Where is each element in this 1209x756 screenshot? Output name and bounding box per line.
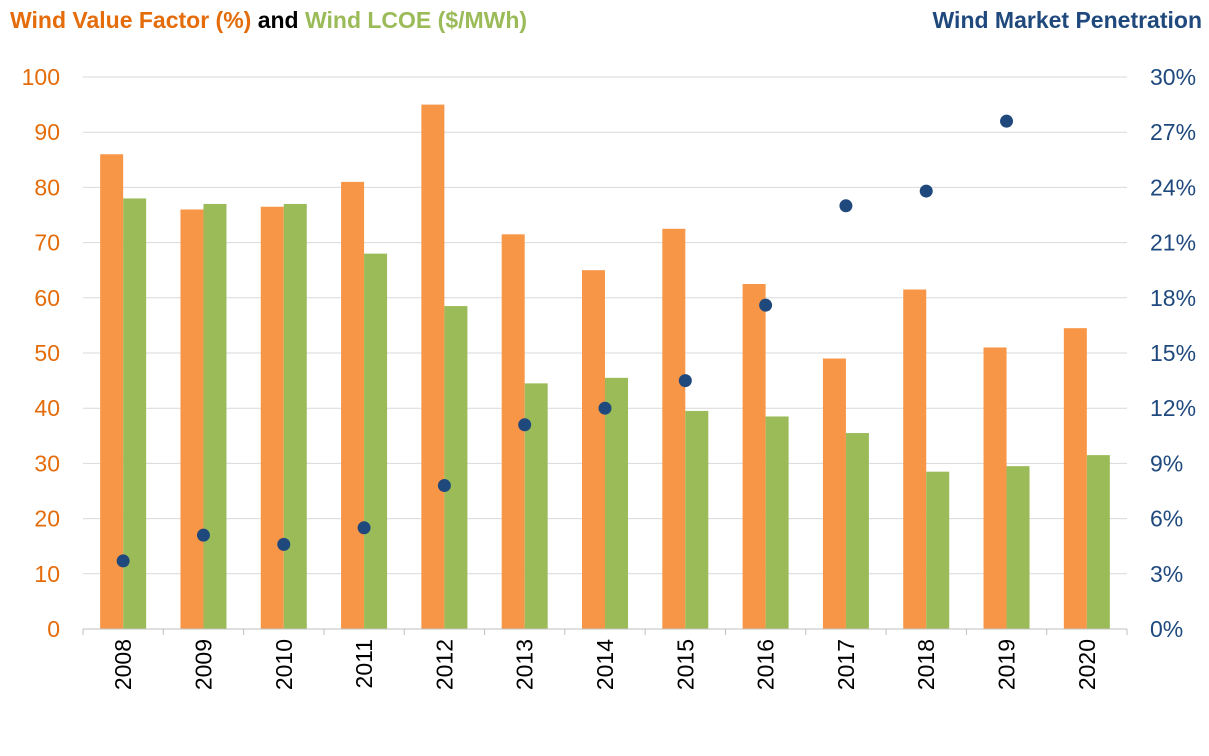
category-label: 2009 — [190, 639, 216, 690]
category-label: 2018 — [913, 639, 939, 690]
right-tick-label: 12% — [1150, 395, 1196, 421]
category-label: 2016 — [753, 639, 779, 690]
right-tick-label: 24% — [1150, 174, 1196, 200]
right-tick-label: 21% — [1150, 230, 1196, 256]
right-axis-ticks: 0% 3% 6% 9% 12% 15% 18% 21% 24% 27% 30% — [1150, 64, 1196, 642]
left-tick-label: 20 — [34, 506, 60, 532]
penetration-point-2013 — [518, 418, 532, 432]
lcoe-bar-2016 — [765, 416, 789, 629]
category-label: 2008 — [110, 639, 136, 690]
left-tick-label: 0 — [47, 616, 60, 642]
chart-title-left: Wind Value Factor (%) and Wind LCOE ($/M… — [10, 7, 527, 33]
lcoe-bar-2012 — [444, 306, 468, 629]
penetration-point-2010 — [277, 537, 291, 551]
penetration-points — [116, 114, 1014, 568]
title-lcoe: Wind LCOE ($/MWh) — [305, 7, 527, 33]
left-tick-label: 90 — [34, 119, 60, 145]
lcoe-bar-2020 — [1086, 455, 1110, 629]
value-factor-bar-2018 — [903, 289, 927, 629]
lcoe-bar-2011 — [364, 253, 388, 629]
left-tick-label: 50 — [34, 340, 60, 366]
category-label: 2010 — [271, 639, 297, 690]
x-axis-ticks: 2008 2009 2010 2011 2012 2013 2014 2015 2016 2017… — [110, 639, 1100, 690]
axes — [82, 628, 1128, 635]
category-label: 2013 — [512, 639, 538, 690]
category-label: 2015 — [672, 639, 698, 690]
lcoe-bar-2009 — [203, 203, 227, 629]
left-tick-label: 40 — [34, 395, 60, 421]
right-tick-label: 6% — [1150, 506, 1183, 532]
right-tick-label: 30% — [1150, 64, 1196, 90]
category-label: 2020 — [1074, 639, 1100, 690]
value-factor-bar-2011 — [341, 181, 365, 629]
penetration-point-2014 — [598, 401, 612, 415]
value-factor-bar-2017 — [822, 358, 846, 629]
right-tick-label: 3% — [1150, 561, 1183, 587]
right-tick-label: 15% — [1150, 340, 1196, 366]
bars — [100, 104, 1110, 630]
value-factor-bar-2015 — [662, 228, 686, 630]
value-factor-bar-2008 — [100, 154, 124, 629]
category-label: 2011 — [351, 639, 377, 688]
penetration-point-2018 — [919, 184, 933, 198]
left-axis-ticks: 0 10 20 30 40 50 60 70 80 90 100 — [22, 64, 60, 642]
right-tick-label: 18% — [1150, 285, 1196, 311]
title-value-factor: Wind Value Factor (%) — [10, 7, 251, 33]
penetration-point-2011 — [357, 521, 371, 535]
category-label: 2017 — [833, 639, 859, 690]
penetration-point-2009 — [196, 528, 210, 542]
value-factor-bar-2019 — [983, 347, 1007, 629]
lcoe-bar-2018 — [926, 471, 950, 629]
penetration-point-2008 — [116, 554, 130, 568]
right-tick-label: 9% — [1150, 450, 1183, 476]
lcoe-bar-2019 — [1006, 466, 1030, 629]
penetration-point-2012 — [437, 478, 451, 492]
left-tick-label: 100 — [22, 64, 60, 90]
category-label: 2014 — [592, 639, 618, 690]
value-factor-bar-2014 — [582, 270, 605, 629]
category-label: 2012 — [431, 639, 457, 690]
title-and: and — [251, 7, 305, 33]
lcoe-bar-2015 — [685, 410, 709, 629]
left-tick-label: 70 — [34, 230, 60, 256]
lcoe-bar-2017 — [845, 433, 869, 629]
penetration-point-2019 — [1000, 114, 1014, 128]
lcoe-bar-2010 — [283, 203, 307, 629]
value-factor-bar-2010 — [260, 206, 284, 629]
penetration-point-2017 — [839, 199, 853, 213]
left-tick-label: 80 — [34, 174, 60, 200]
lcoe-bar-2008 — [123, 198, 147, 629]
left-tick-label: 10 — [34, 561, 60, 587]
left-tick-label: 30 — [34, 450, 60, 476]
chart-title-right: Wind Market Penetration — [933, 7, 1202, 33]
penetration-point-2016 — [759, 298, 773, 312]
category-label: 2019 — [994, 639, 1020, 690]
penetration-point-2015 — [678, 374, 692, 388]
left-tick-label: 60 — [34, 285, 60, 311]
value-factor-bar-2012 — [421, 104, 445, 630]
value-factor-bar-2016 — [742, 284, 766, 629]
value-factor-bar-2013 — [501, 234, 525, 629]
value-factor-bar-2020 — [1063, 328, 1087, 629]
lcoe-bar-2014 — [605, 377, 628, 629]
right-tick-label: 0% — [1150, 616, 1183, 642]
right-tick-label: 27% — [1150, 119, 1196, 145]
lcoe-bar-2013 — [524, 383, 548, 629]
value-factor-bar-2009 — [180, 209, 204, 630]
